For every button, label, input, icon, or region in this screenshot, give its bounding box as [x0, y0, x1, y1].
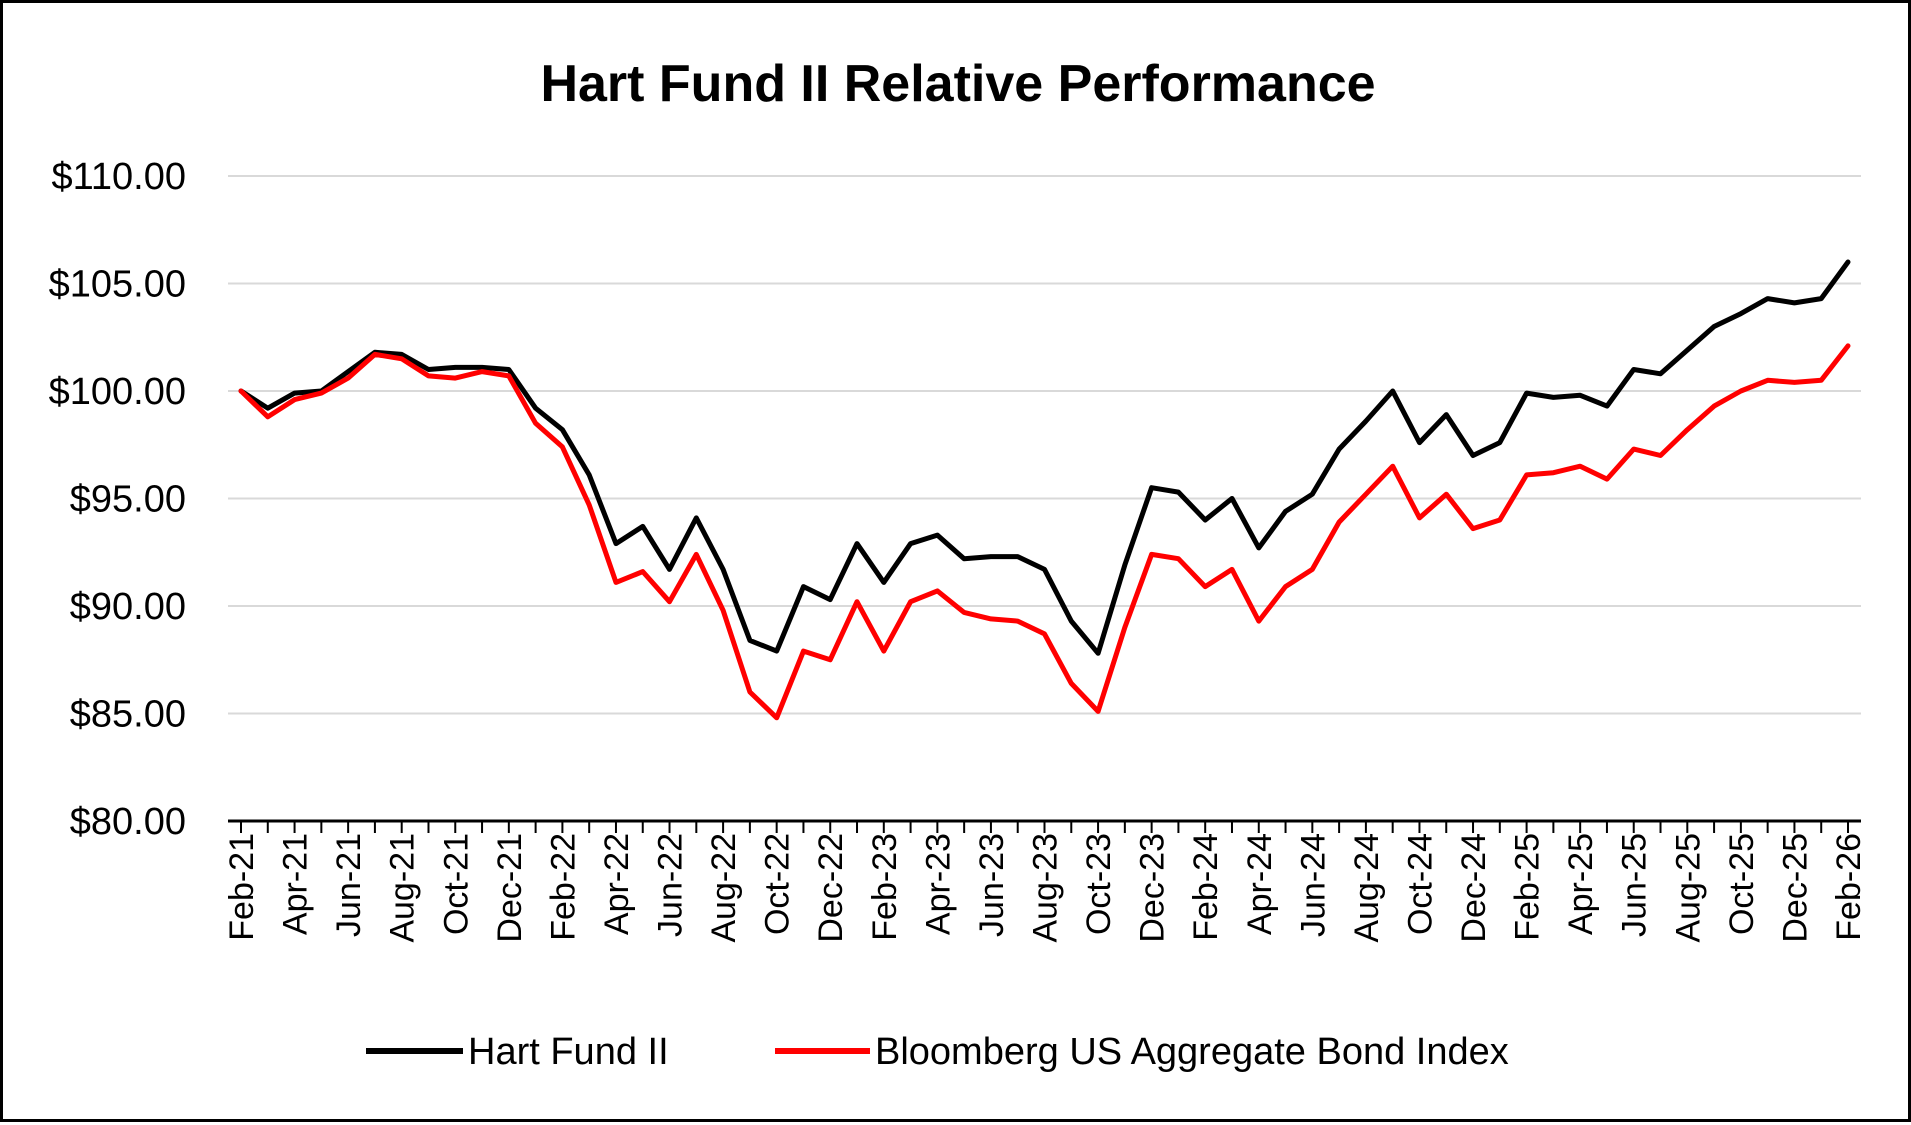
x-tick-label: Feb-21: [223, 833, 261, 941]
x-tick-label: Jun-25: [1616, 833, 1654, 937]
x-tick-label: Apr-22: [598, 833, 636, 935]
grid-layer: [228, 175, 1861, 823]
x-tick-label: Oct-23: [1080, 833, 1118, 935]
x-tick-label: Oct-21: [437, 833, 475, 935]
x-tick-label: Aug-21: [384, 833, 422, 943]
x-axis: Feb-21 Apr-21 Jun-21 Aug-21 Oct-21 Dec-21 Feb-…: [223, 821, 1868, 943]
legend-label-hart-fund: Hart Fund II: [468, 1031, 669, 1073]
x-tick-label: Oct-22: [759, 833, 797, 935]
x-tick-label: Apr-25: [1562, 833, 1600, 935]
series-line-bloomberg: [238, 343, 1851, 721]
legend-label-bloomberg: Bloomberg US Aggregate Bond Index: [875, 1031, 1509, 1073]
y-tick-label: $105.00: [49, 264, 186, 306]
x-tick-label: Feb-24: [1187, 833, 1225, 941]
y-tick-label: $100.00: [49, 371, 186, 413]
x-tick-label: Dec-25: [1776, 833, 1814, 943]
y-axis: $80.00 $85.00 $90.00 $95.00 $100.00 $105.00 $1…: [49, 156, 186, 843]
x-tick-label: Apr-21: [277, 833, 315, 935]
x-tick-label: Aug-22: [705, 833, 743, 943]
y-tick-label: $95.00: [70, 479, 186, 521]
x-tick-label: Oct-25: [1723, 833, 1761, 935]
series-line-hart-fund: [238, 259, 1851, 656]
chart-svg: Hart Fund II Relative Performance $80.00…: [49, 55, 1868, 1073]
x-tick-label: Feb-26: [1830, 833, 1868, 941]
x-tick-label: Feb-22: [544, 833, 582, 941]
legend: Hart Fund II Bloomberg US Aggregate Bond…: [366, 1031, 1509, 1073]
x-tick-label: Aug-23: [1027, 833, 1065, 943]
x-tick-label: Apr-23: [919, 833, 957, 935]
x-tick-label: Jun-22: [652, 833, 690, 937]
x-tick-label: Feb-25: [1509, 833, 1547, 941]
x-tick-label: Jun-24: [1294, 833, 1332, 937]
chart-title: Hart Fund II Relative Performance: [540, 55, 1375, 113]
x-tick-label: Jun-21: [330, 833, 368, 937]
y-tick-label: $110.00: [51, 156, 186, 198]
x-tick-label: Oct-24: [1401, 833, 1439, 935]
x-tick-label: Dec-22: [812, 833, 850, 943]
x-tick-label: Jun-23: [973, 833, 1011, 937]
x-tick-label: Aug-25: [1669, 833, 1707, 943]
y-tick-label: $90.00: [70, 586, 186, 628]
y-tick-label: $85.00: [70, 694, 186, 736]
x-tick-label: Dec-21: [491, 833, 529, 943]
x-tick-label: Feb-23: [866, 833, 904, 941]
y-tick-label: $80.00: [70, 801, 186, 843]
x-tick-label: Dec-23: [1134, 833, 1172, 943]
x-tick-label: Apr-24: [1241, 833, 1279, 935]
series-layer: [238, 259, 1851, 721]
x-tick-label: Aug-24: [1348, 833, 1386, 943]
x-tick-label: Dec-24: [1455, 833, 1493, 943]
